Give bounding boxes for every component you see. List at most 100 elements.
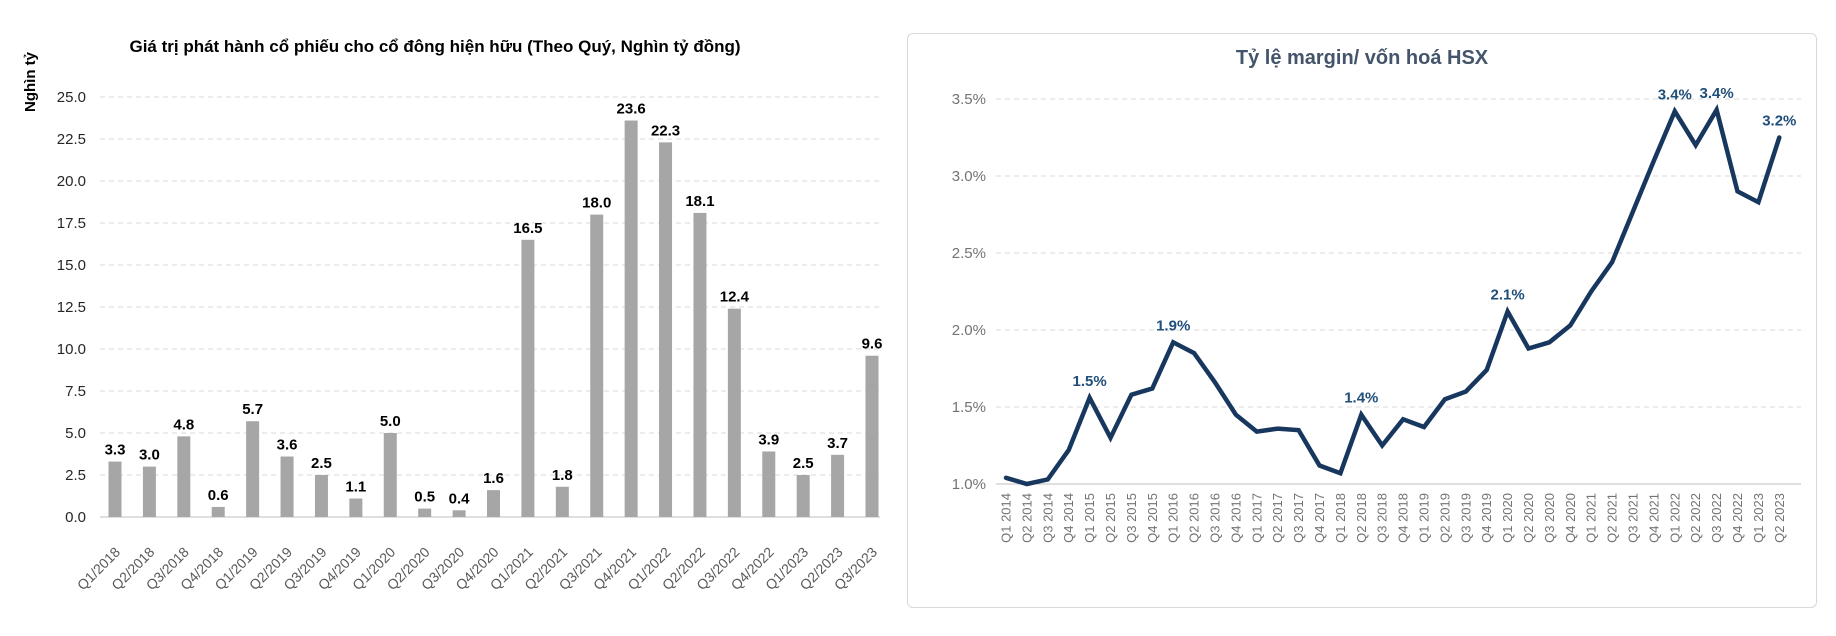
data-point-label: 1.5%: [1072, 373, 1106, 390]
x-tick-label: Q3 2014: [1040, 493, 1055, 543]
y-tick-label: 25.0: [57, 89, 86, 106]
x-tick-label: Q2 2014: [1019, 493, 1034, 543]
x-tick-label: Q3 2020: [1542, 493, 1557, 543]
data-point-label: 3.2%: [1762, 113, 1796, 130]
bar: [590, 214, 604, 517]
x-tick-label: Q1 2016: [1166, 493, 1181, 543]
x-tick-label: Q3 2017: [1291, 493, 1306, 543]
y-tick-label: 2.0%: [952, 322, 986, 339]
x-tick-label: Q1 2023: [1751, 493, 1766, 543]
bar: [280, 456, 294, 517]
bar-value-label: 1.1: [345, 479, 366, 496]
bar-value-label: 2.5: [793, 455, 814, 472]
x-tick-label: Q4 2020: [1563, 493, 1578, 543]
y-tick-label: 2.5%: [952, 245, 986, 262]
x-tick-label: Q3 2021: [1626, 493, 1641, 543]
bar: [865, 355, 879, 517]
bar-value-label: 3.7: [827, 435, 848, 452]
data-point-label: 1.9%: [1156, 317, 1190, 334]
x-tick-label: Q4 2018: [1396, 493, 1411, 543]
bar-value-label: 4.8: [173, 416, 194, 433]
bar-value-label: 5.7: [242, 401, 263, 418]
x-tick-label: Q1 2022: [1667, 493, 1682, 543]
margin-ratio-line-chart: Tỷ lệ margin/ vốn hoá HSX 1.0% 1.5% 2.0% 2.…: [907, 33, 1817, 608]
bar: [211, 506, 225, 517]
bar: [383, 433, 397, 517]
x-tick-label: Q4 2016: [1228, 493, 1243, 543]
x-tick-label: Q2 2018: [1354, 493, 1369, 543]
bar: [487, 490, 500, 517]
y-tick-label: 22.5: [57, 131, 86, 148]
data-point-label: 2.1%: [1490, 287, 1524, 304]
line-chart-plot-area: 1.0% 1.5% 2.0% 2.5% 3.0% 3.5% Q1 2014 Q2 2014 Q3…: [952, 85, 1801, 543]
x-tick-label: Q2 2022: [1688, 493, 1703, 543]
bar-value-label: 18.1: [685, 193, 714, 210]
series-line: [1003, 103, 1782, 487]
x-tick-label: Q1 2020: [1500, 493, 1515, 543]
bar: [108, 461, 122, 517]
x-tick-label: Q4 2014: [1061, 493, 1076, 543]
x-tick-label: Q1 2017: [1249, 493, 1264, 543]
bar: [349, 498, 363, 517]
y-tick-label: 0.0: [65, 509, 86, 526]
bar-value-label: 2.5: [311, 455, 332, 472]
bar: [314, 475, 328, 517]
bar-chart-title: Giá trị phát hành cổ phiếu cho cổ đông h…: [129, 37, 741, 56]
equity-issuance-bar-chart: Nghìn tỷ Giá trị phát hành cổ phiếu cho …: [0, 0, 905, 636]
x-tick-label: Q4 2019: [1479, 493, 1494, 543]
bar-value-label: 0.6: [208, 487, 229, 504]
bar-value-label: 23.6: [617, 101, 646, 118]
bar: [762, 451, 776, 517]
x-tick-label: Q2 2020: [1521, 493, 1536, 543]
bar: [727, 308, 741, 517]
bar-value-label: 0.4: [449, 490, 471, 507]
y-tick-label: 17.5: [57, 215, 86, 232]
bar-value-label: 18.0: [582, 195, 611, 212]
bar-chart-plot-area: 0.0 2.5 5.0 7.5 10.0 12.5 15.0 17.5 20.0 22.5 25.0…: [57, 89, 883, 593]
y-tick-label: 2.5: [65, 467, 86, 484]
bar: [418, 508, 432, 517]
bar: [555, 486, 569, 517]
bar-value-label: 3.9: [758, 431, 779, 448]
bar-value-label: 1.6: [483, 470, 504, 487]
x-tick-label: Q3 2019: [1458, 493, 1473, 543]
y-tick-label: 20.0: [57, 173, 86, 190]
x-tick-label: Q1 2014: [999, 493, 1014, 543]
bar-value-label: 1.8: [552, 467, 573, 484]
y-tick-label: 15.0: [57, 257, 86, 274]
bar-value-label: 3.3: [105, 442, 126, 459]
x-tick-label: Q2 2016: [1187, 493, 1202, 543]
y-tick-label: 3.0%: [952, 168, 986, 185]
y-tick-label: 1.0%: [952, 476, 986, 493]
x-tick-label: Q3 2018: [1375, 493, 1390, 543]
x-tick-label: Q2 2019: [1437, 493, 1452, 543]
bar: [452, 510, 466, 517]
bar-value-label: 5.0: [380, 413, 401, 430]
x-tick-label: Q1 2018: [1333, 493, 1348, 543]
x-tick-label: Q2 2021: [1605, 493, 1620, 543]
x-tick-label: Q1 2015: [1082, 493, 1097, 543]
x-tick-label: Q4 2022: [1730, 493, 1745, 543]
x-tick-label: Q3 2016: [1208, 493, 1223, 543]
bar-value-label: 12.4: [720, 289, 750, 306]
bar-value-label: 9.6: [862, 336, 883, 353]
x-tick-label: Q1 2021: [1584, 493, 1599, 543]
bar: [796, 475, 810, 517]
y-tick-label: 7.5: [65, 383, 86, 400]
x-tick-label: Q3 2015: [1124, 493, 1139, 543]
bar: [177, 436, 191, 517]
x-tick-label: Q4 2015: [1145, 493, 1160, 543]
y-tick-label: 5.0: [65, 425, 86, 442]
bar: [659, 142, 673, 518]
bar: [693, 212, 707, 518]
bar: [624, 120, 638, 518]
x-tick-label: Q1 2019: [1417, 493, 1432, 543]
bar: [246, 421, 260, 517]
bar-value-label: 22.3: [651, 122, 680, 139]
data-point-label: 1.4%: [1344, 390, 1378, 407]
bar-value-label: 3.6: [277, 437, 298, 454]
data-point-label: 3.4%: [1699, 85, 1733, 102]
x-tick-label: Q4 2021: [1646, 493, 1661, 543]
bar: [831, 454, 845, 517]
bar-value-label: 0.5: [414, 489, 435, 506]
